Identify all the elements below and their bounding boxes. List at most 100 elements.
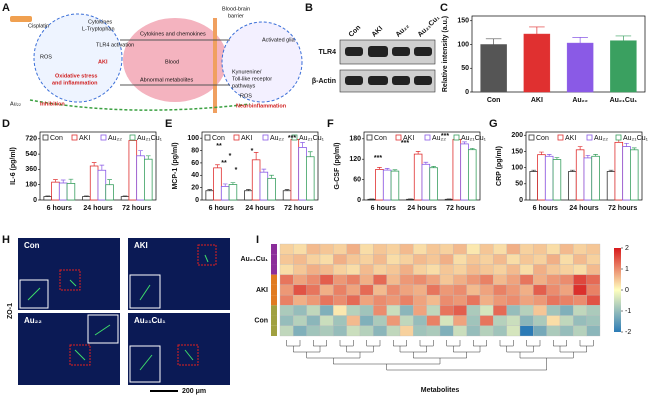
- heat-cell: [413, 325, 427, 337]
- bar: [267, 177, 276, 201]
- y-axis-label: Relative intensity (a.u.): [442, 16, 449, 92]
- bar: [630, 149, 639, 201]
- heat-cell: [279, 315, 294, 326]
- heat-cell: [279, 294, 294, 306]
- heat-cell: [439, 305, 454, 316]
- group-strip: [271, 274, 277, 285]
- heat-cell: [493, 274, 507, 286]
- y-tick-label: 120: [349, 156, 361, 163]
- legend-label: Au₂₂: [432, 135, 446, 142]
- heat-cell: [506, 284, 521, 296]
- error-bar: [377, 167, 382, 170]
- heat-cell: [306, 325, 321, 337]
- heat-cell: [373, 264, 387, 275]
- x-tick-label: AKI: [531, 97, 543, 104]
- heat-cell: [413, 254, 427, 265]
- x-tick-label: 6 hours: [371, 205, 396, 212]
- legend-label: Con: [536, 135, 549, 142]
- heat-cell: [319, 254, 334, 265]
- heat-cell: [399, 315, 414, 326]
- label: Abnormal metabolites: [140, 77, 193, 83]
- dendrogram: [346, 346, 374, 353]
- heat-cell: [506, 325, 521, 337]
- heat-cell: [466, 284, 481, 296]
- heat-cell: [319, 315, 334, 326]
- lane-label: Au₂₂: [395, 23, 411, 39]
- heat-cell: [586, 284, 601, 296]
- heat-cell: [293, 325, 307, 337]
- heat-cell: [319, 325, 334, 337]
- error-bar: [529, 26, 545, 35]
- heat-cell: [306, 305, 321, 316]
- legend-swatch: [395, 134, 402, 141]
- heat-cell: [386, 315, 401, 326]
- bar: [622, 146, 631, 201]
- bar: [290, 139, 300, 201]
- error-bar: [230, 182, 236, 185]
- heat-cell: [319, 305, 334, 316]
- heat-cell: [573, 243, 587, 255]
- heat-cell: [399, 305, 414, 316]
- heat-cell: [519, 325, 534, 337]
- heat-cell: [426, 305, 441, 316]
- x-tick-label: 72 hours: [284, 205, 313, 212]
- heat-cell: [439, 284, 454, 296]
- heat-cell: [293, 294, 307, 306]
- heat-cell: [399, 264, 414, 275]
- heat-cell: [559, 305, 574, 316]
- bar: [66, 183, 76, 201]
- error-bar: [284, 189, 290, 191]
- row-label: β-Actin: [312, 78, 336, 85]
- panel-letter: D: [2, 118, 10, 130]
- heat-cell: [533, 264, 547, 275]
- micrographs: [18, 238, 230, 392]
- heat-cell: [426, 274, 441, 286]
- heat-cell: [373, 254, 387, 265]
- bar: [537, 154, 546, 201]
- error-bar: [577, 146, 583, 150]
- label: Cytokines and chemokines: [140, 31, 206, 37]
- y-tick-label: 150: [457, 18, 469, 25]
- heat-cell: [453, 254, 467, 265]
- heat-cell: [586, 274, 601, 286]
- dendrogram: [366, 340, 381, 347]
- error-bar: [246, 189, 251, 191]
- error-bar: [469, 147, 475, 150]
- label: pathways: [232, 83, 255, 89]
- legend-label: Con: [50, 135, 63, 142]
- heat-cell: [546, 254, 561, 265]
- error-bar: [631, 147, 637, 150]
- bar: [382, 169, 392, 201]
- legend-swatch: [586, 134, 593, 141]
- heat-cell: [559, 294, 574, 306]
- group-strip: [271, 295, 277, 306]
- heat-cell: [533, 243, 547, 255]
- heat-cell: [386, 274, 401, 286]
- y-tick-label: 0: [195, 197, 199, 204]
- y-tick-label: 40: [191, 172, 199, 179]
- x-tick-label: 24 hours: [245, 205, 274, 212]
- lane-label: AKI: [371, 25, 385, 39]
- panel-letter: B: [305, 2, 313, 14]
- heat-cell: [413, 274, 427, 286]
- legend-label: AKI: [403, 135, 414, 142]
- error-bar: [572, 37, 588, 44]
- error-bar: [593, 153, 598, 157]
- heat-cell: [466, 274, 481, 286]
- heat-cell: [506, 243, 521, 255]
- heat-cell: [279, 305, 294, 316]
- label: Oxidative stress: [55, 73, 98, 79]
- heat-cell: [359, 325, 374, 337]
- heat-cell: [479, 305, 494, 316]
- heat-cell: [559, 243, 574, 255]
- heat-cell: [413, 305, 427, 316]
- bar: [523, 33, 551, 93]
- label: L-Tryptophan: [82, 26, 115, 32]
- significance: *: [235, 167, 238, 174]
- heat-cell: [506, 315, 521, 326]
- heat-cell: [359, 243, 374, 255]
- heat-cell: [453, 243, 467, 255]
- heat-cell: [293, 264, 307, 275]
- heat-cell: [426, 294, 441, 306]
